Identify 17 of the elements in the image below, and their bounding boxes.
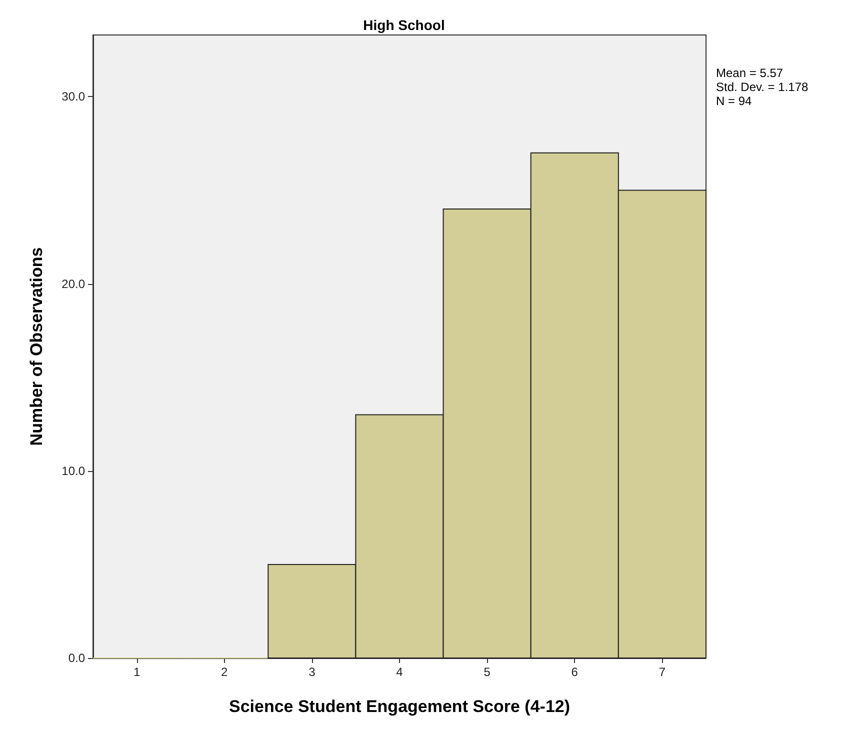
x-axis-title: Science Student Engagement Score (4-12) — [228, 697, 570, 716]
y-tick-label: 10.0 — [62, 464, 86, 478]
x-tick-label: 7 — [658, 665, 666, 679]
x-tick-label: 5 — [484, 665, 491, 679]
text: Std. Dev. = 1.178 — [716, 80, 808, 94]
y-tick-label: 0.0 — [68, 651, 86, 665]
y-axis-title: Number of Observations — [27, 247, 46, 446]
x-tick-label: 4 — [396, 665, 404, 679]
text: Mean = 5.57 — [716, 66, 784, 80]
y-tick-label: 30.0 — [62, 90, 86, 104]
x-tick-label: 1 — [133, 665, 140, 679]
chart-title: High School — [363, 17, 445, 33]
y-tick-label: 20.0 — [62, 276, 86, 291]
text: N = 94 — [716, 94, 752, 108]
x-tick-label: 3 — [308, 665, 316, 679]
x-tick-label: 2 — [221, 665, 228, 679]
x-tick-label: 6 — [571, 665, 578, 679]
